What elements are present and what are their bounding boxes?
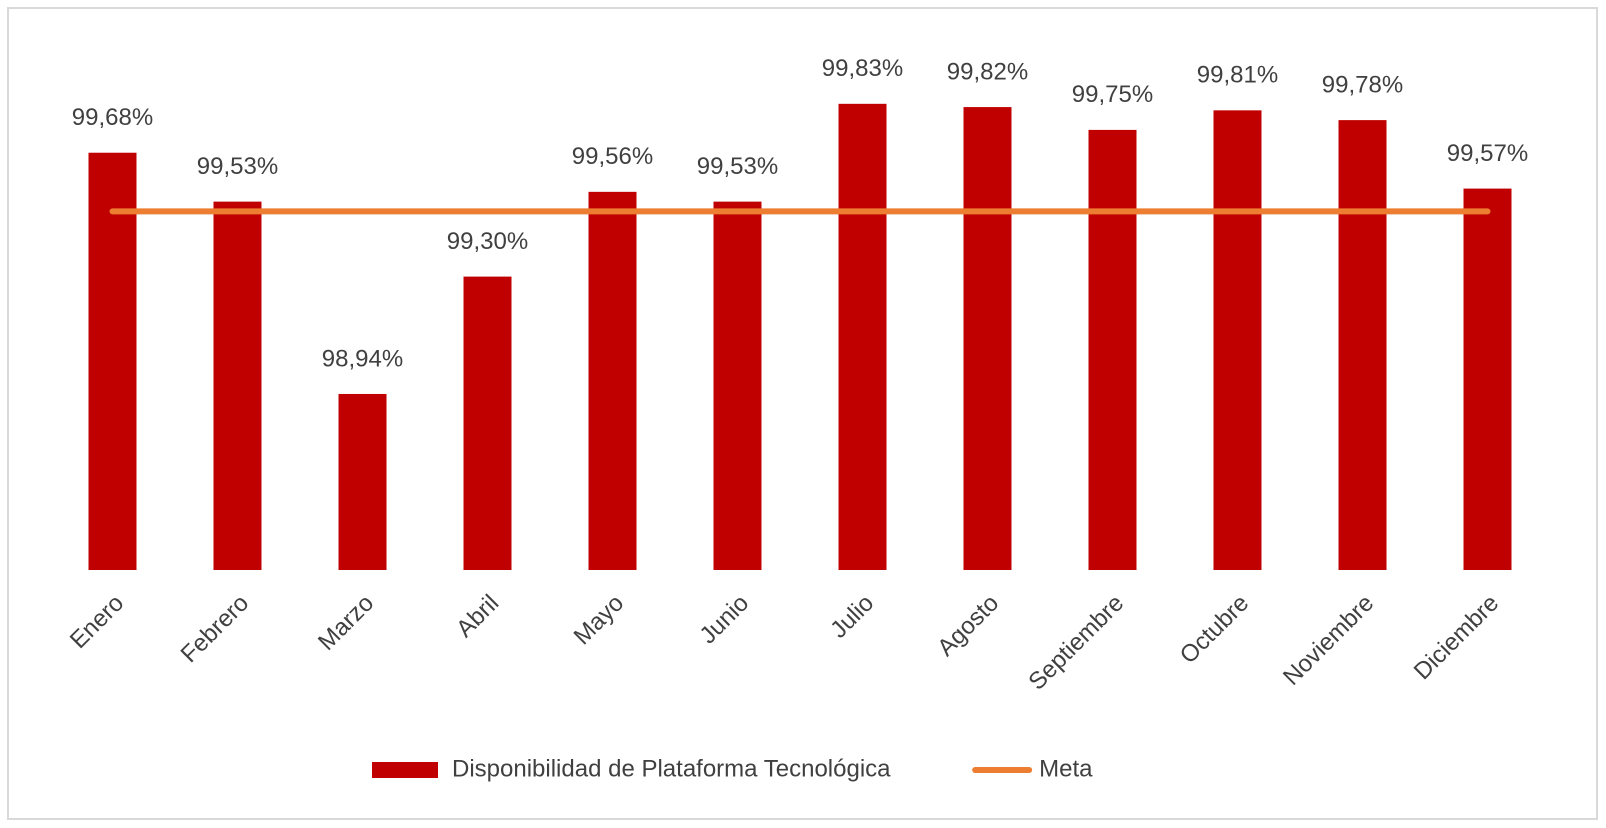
bar bbox=[963, 107, 1012, 570]
bar bbox=[88, 152, 137, 570]
bar bbox=[463, 276, 512, 570]
bar bbox=[338, 393, 387, 570]
bar bbox=[213, 201, 262, 570]
data-label: 99,53% bbox=[697, 153, 778, 180]
bar bbox=[1213, 110, 1262, 570]
data-label: 99,53% bbox=[197, 153, 278, 180]
data-label: 99,78% bbox=[1322, 71, 1403, 98]
bar bbox=[1463, 188, 1512, 570]
bar bbox=[588, 191, 637, 570]
data-label: 99,57% bbox=[1447, 140, 1528, 167]
data-label: 99,56% bbox=[572, 143, 653, 170]
data-label: 99,83% bbox=[822, 55, 903, 82]
data-label: 99,82% bbox=[947, 58, 1028, 85]
data-label: 99,30% bbox=[447, 228, 528, 255]
data-label: 99,81% bbox=[1197, 62, 1278, 89]
bar bbox=[1088, 129, 1137, 570]
bar bbox=[838, 103, 887, 570]
chart-border bbox=[7, 7, 1598, 820]
bar bbox=[713, 201, 762, 570]
legend-swatch bbox=[372, 762, 438, 778]
legend-label: Meta bbox=[1039, 755, 1093, 782]
bar bbox=[1338, 120, 1387, 571]
legend-label: Disponibilidad de Plataforma Tecnológica bbox=[452, 755, 891, 782]
data-label: 98,94% bbox=[322, 345, 403, 372]
data-label: 99,68% bbox=[72, 104, 153, 131]
data-label: 99,75% bbox=[1072, 81, 1153, 108]
